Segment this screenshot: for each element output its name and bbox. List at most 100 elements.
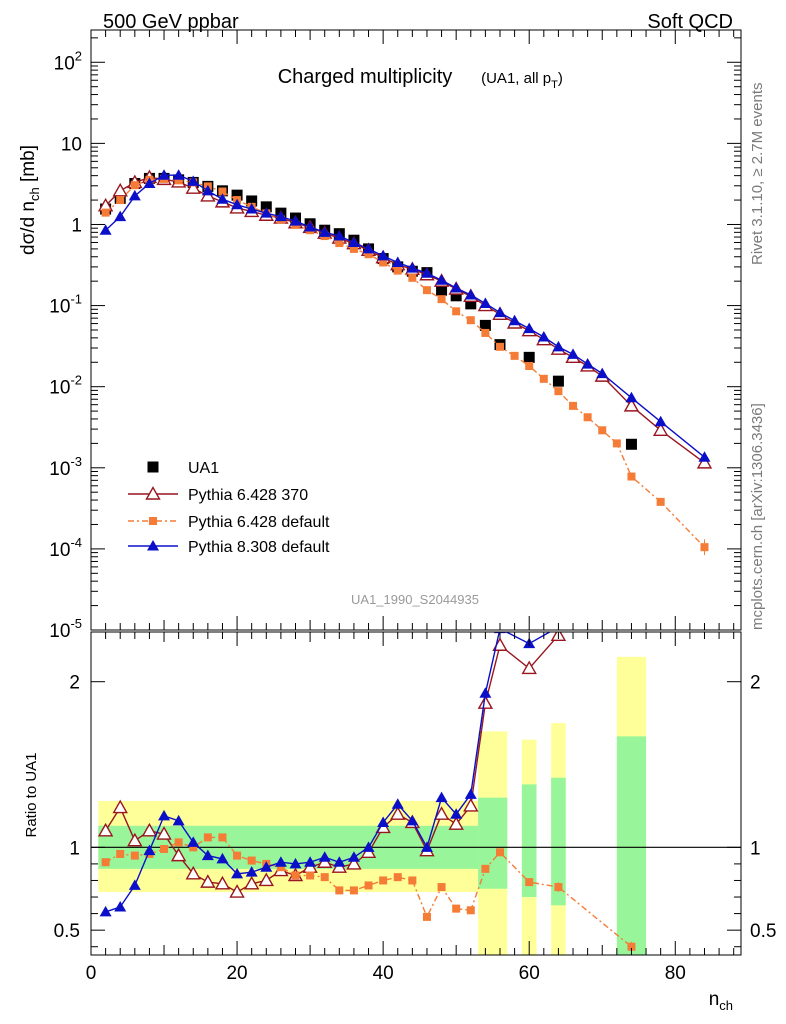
analysis-id: UA1_1990_S2044935	[351, 592, 479, 607]
ratio-point	[379, 876, 388, 885]
ratio-point	[333, 856, 346, 867]
data-point	[552, 375, 564, 387]
ratio-point	[218, 833, 227, 842]
uncertainty-band-stat	[478, 797, 508, 889]
data-point	[393, 266, 402, 275]
legend-marker	[147, 540, 159, 551]
data-point	[625, 438, 637, 450]
data-point	[158, 169, 171, 180]
ratio-point	[437, 883, 446, 892]
data-point	[333, 230, 346, 241]
ratio-point	[274, 856, 287, 867]
ratio-point	[318, 851, 331, 862]
data-point	[420, 267, 433, 278]
data-point	[450, 281, 463, 293]
ratio-point	[101, 858, 110, 867]
data-point	[596, 367, 609, 379]
data-point	[567, 348, 580, 359]
data-point	[627, 472, 636, 481]
ratio-point	[112, 799, 128, 814]
data-point	[364, 250, 373, 259]
data-point	[187, 175, 200, 186]
data-point	[246, 195, 258, 207]
ratio-point	[393, 873, 402, 882]
ratio-series-pythia-8-308-default	[99, 632, 552, 917]
ratio-y-tick-label: 0.5	[750, 921, 776, 942]
data-point	[465, 298, 477, 310]
ratio-point	[187, 836, 200, 847]
y-tick-label: 1	[71, 215, 82, 236]
x-axis-label: nch	[709, 989, 733, 1013]
ratio-point	[495, 848, 504, 857]
legend-label: Pythia 6.428 default	[188, 514, 330, 531]
ratio-point	[99, 905, 112, 917]
data-point	[625, 391, 638, 403]
ratio-point	[116, 849, 125, 858]
ratio-point	[450, 808, 463, 819]
data-point	[452, 307, 461, 316]
data-point	[128, 189, 141, 201]
y-axis-label-top: dσ/d nch [mb]	[18, 145, 42, 255]
legend-label: Pythia 6.428 370	[188, 487, 308, 504]
ratio-point	[97, 822, 114, 837]
data-point	[554, 387, 563, 396]
y-tick-label: 10-3	[49, 454, 82, 480]
y-tick-label: 10-1	[49, 292, 82, 318]
data-point	[583, 413, 592, 422]
ratio-point	[420, 841, 433, 852]
data-point	[479, 319, 491, 331]
data-point	[539, 374, 548, 383]
data-point	[289, 215, 302, 226]
data-point	[656, 497, 665, 506]
ratio-point	[276, 863, 285, 872]
ratio-point	[214, 875, 231, 890]
ratio-point	[216, 852, 229, 864]
y-tick-label: 10-5	[49, 616, 82, 642]
data-point	[435, 274, 448, 285]
data-point	[377, 249, 390, 261]
data-point	[493, 306, 506, 318]
ratio-y-tick-label: 2	[750, 673, 761, 694]
data-point	[523, 351, 535, 363]
data-point	[349, 244, 358, 253]
ratio-point	[347, 851, 360, 862]
ratio-point	[158, 809, 171, 821]
ratio-point	[291, 871, 300, 880]
ratio-point	[127, 832, 143, 847]
data-point	[581, 358, 594, 369]
series-line	[105, 176, 705, 464]
data-point	[495, 342, 504, 351]
series-pythia-6-428-370	[97, 169, 713, 469]
ratio-point	[233, 851, 242, 860]
ratio-panel-frame	[90, 631, 742, 956]
ratio-point	[481, 864, 490, 873]
data-point	[623, 397, 640, 412]
legend-label: Pythia 8.308 default	[188, 539, 330, 556]
ratio-point	[346, 855, 362, 870]
header-right: Soft QCD	[647, 11, 733, 33]
data-point	[174, 176, 183, 185]
ratio-point	[128, 879, 141, 890]
data-point	[362, 242, 375, 254]
ratio-point	[306, 871, 315, 880]
data-point	[379, 258, 388, 267]
data-point	[466, 316, 475, 325]
data-point	[450, 290, 462, 302]
ratio-point	[203, 833, 212, 842]
ratio-point	[521, 660, 537, 675]
side-text-top: Rivet 3.1.10, ≥ 2.7M events	[749, 83, 766, 266]
ratio-panel: 0.5 0.51 12 20 20 40 60 80	[54, 631, 776, 984]
data-point	[335, 239, 344, 248]
ratio-y-tick-label: 1	[69, 838, 80, 859]
ratio-point	[466, 906, 475, 915]
data-point	[99, 224, 112, 235]
data-point	[130, 181, 139, 190]
x-tick-label: 0	[86, 963, 97, 984]
series-ua1	[100, 172, 637, 450]
ratio-point	[349, 886, 358, 895]
data-point	[510, 351, 519, 360]
ratio-point	[229, 884, 245, 898]
chart-title: Charged multiplicity	[278, 66, 453, 88]
ratio-point	[304, 856, 317, 867]
